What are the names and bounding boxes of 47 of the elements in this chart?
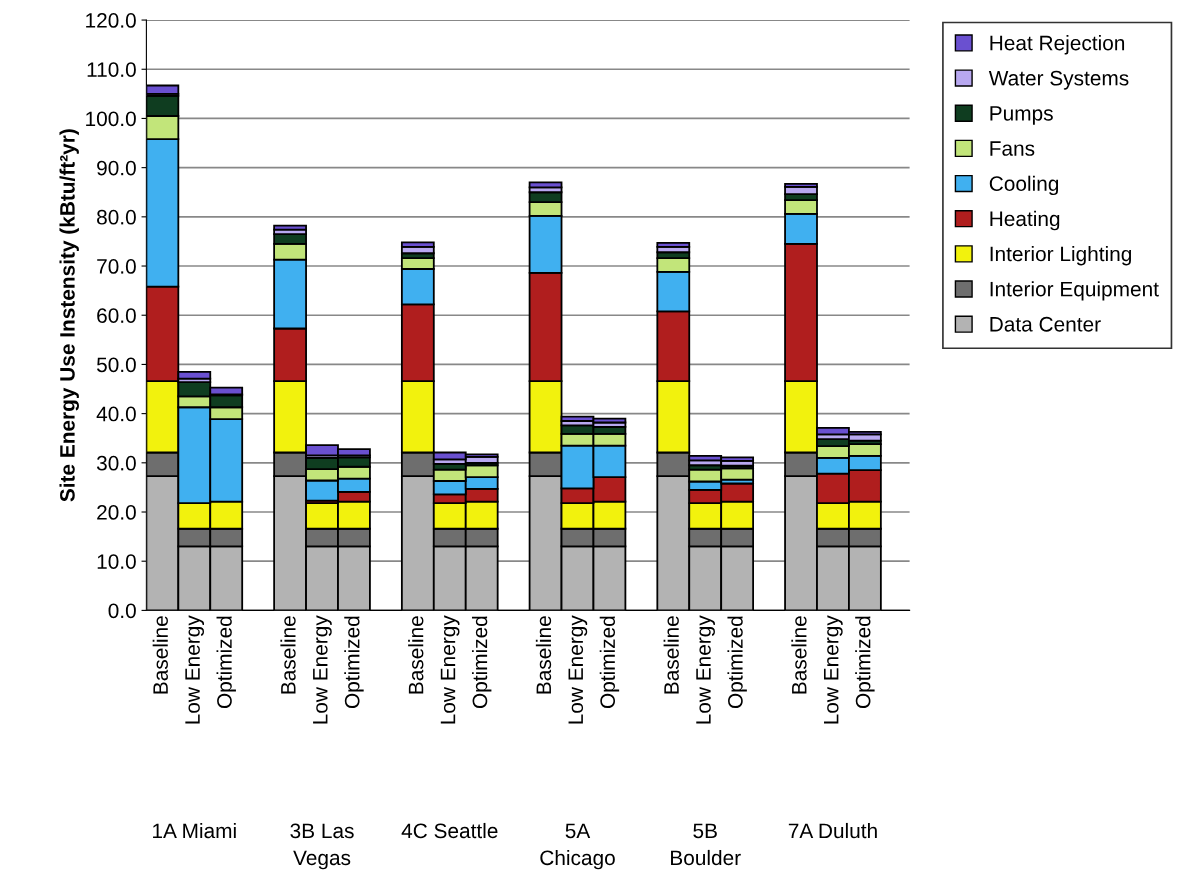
x-tick-label: Baseline <box>663 616 679 694</box>
legend-label: Cooling <box>989 175 1059 196</box>
text: 4C Seattle <box>401 822 498 839</box>
y-tick-label: 60.0 <box>97 308 136 323</box>
legend-label: Water Systems <box>988 70 1129 90</box>
y-tick-label: 80.0 <box>97 209 136 225</box>
x-tick-label: Optimized <box>216 616 236 709</box>
x-tick-label: Optimized <box>344 616 364 709</box>
legend-label: Interior Lighting <box>990 246 1132 266</box>
legend-label: Heating <box>990 210 1060 231</box>
legend-label: Data Center <box>990 316 1101 332</box>
y-tick-label: 20.0 <box>97 505 136 520</box>
legend-label: Heat Rejection <box>990 35 1125 55</box>
x-tick-label: Low Energy <box>440 615 460 724</box>
text: 7A Duluth <box>788 822 877 839</box>
x-tick-label: Optimized <box>599 616 620 709</box>
x-tick-label: Optimized <box>471 616 492 709</box>
x-tick-label: Low Energy <box>185 615 205 724</box>
x-tick-label: Baseline <box>408 616 424 694</box>
text: 1A Miami <box>153 822 236 839</box>
y-tick-label: 120.0 <box>86 13 136 28</box>
y-axis-title: Site Energy Use Instensity (kBtu/ft²yr) <box>59 129 79 502</box>
text: 5A Chicago <box>540 823 615 870</box>
legend-label: Interior Equipment <box>990 281 1159 301</box>
y-tick-label: 50.0 <box>96 357 136 373</box>
x-tick-label: Low Energy <box>568 615 588 724</box>
x-tick-label: Low Energy <box>313 615 332 724</box>
y-tick-label: 70.0 <box>97 259 136 274</box>
y-tick-label: 40.0 <box>96 406 136 422</box>
legend-label: Fans <box>990 141 1035 156</box>
y-tick-label: 30.0 <box>96 455 136 471</box>
x-tick-label: Baseline <box>791 616 807 694</box>
text: 5B Boulder <box>671 823 741 866</box>
x-tick-label: Low Energy <box>824 615 843 724</box>
x-tick-label: Baseline <box>280 616 296 694</box>
text: 3B Las Vegas <box>290 823 354 870</box>
y-tick-label: 90.0 <box>97 160 136 176</box>
y-tick-label: 0.0 <box>108 603 136 619</box>
x-tick-label: Optimized <box>727 616 747 709</box>
y-tick-label: 110.0 <box>87 62 136 78</box>
x-tick-label: Low Energy <box>696 615 715 724</box>
legend-label: Pumps <box>990 106 1053 125</box>
x-tick-label: Baseline <box>152 616 168 694</box>
y-tick-label: 100.0 <box>86 111 136 127</box>
x-tick-label: Baseline <box>535 616 552 694</box>
y-tick-label: 10.0 <box>97 554 136 569</box>
x-tick-label: Optimized <box>855 616 875 709</box>
